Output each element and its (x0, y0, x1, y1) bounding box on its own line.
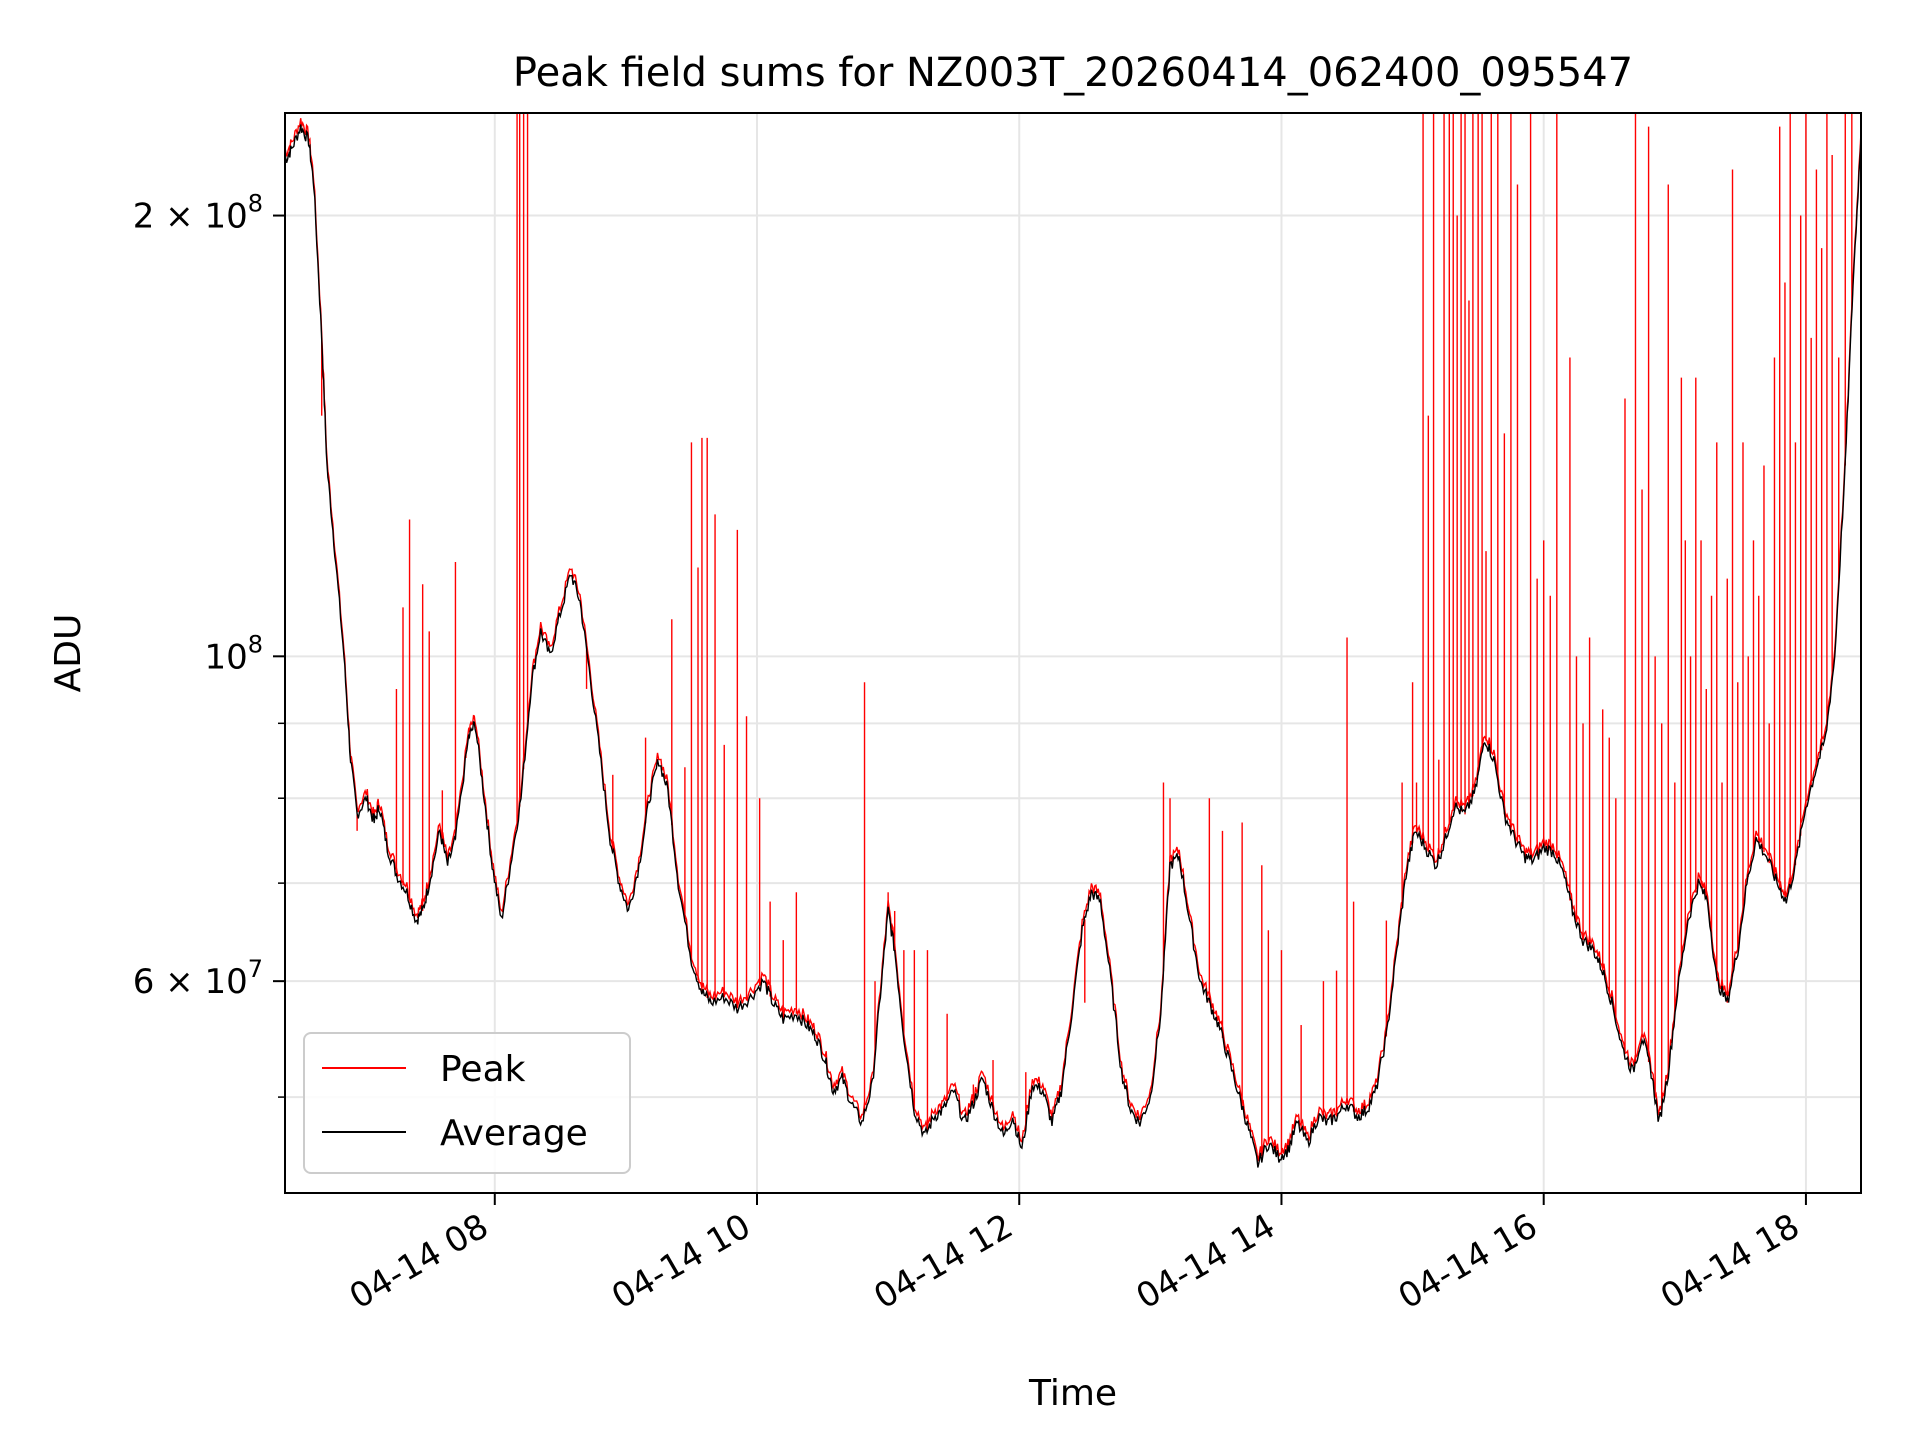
peak-series-line (285, 118, 1861, 1162)
legend: Peak Average (303, 1032, 631, 1174)
chart-title: Peak field sums for NZ003T_20260414_0624… (513, 50, 1633, 96)
grid-layer (285, 113, 1861, 1193)
y-tick-label: 2 × 108 (133, 190, 263, 237)
legend-label-average: Average (440, 1113, 588, 1154)
y-tick-label: 6 × 107 (133, 955, 263, 1002)
plot-frame (284, 112, 1862, 1194)
legend-label-peak: Peak (440, 1049, 526, 1090)
y-tick-label: 108 (204, 630, 263, 677)
series-layer (285, 113, 1861, 1168)
y-axis-label: ADU (48, 614, 89, 693)
x-axis-label: Time (1028, 1373, 1117, 1414)
average-series-line (285, 124, 1861, 1168)
